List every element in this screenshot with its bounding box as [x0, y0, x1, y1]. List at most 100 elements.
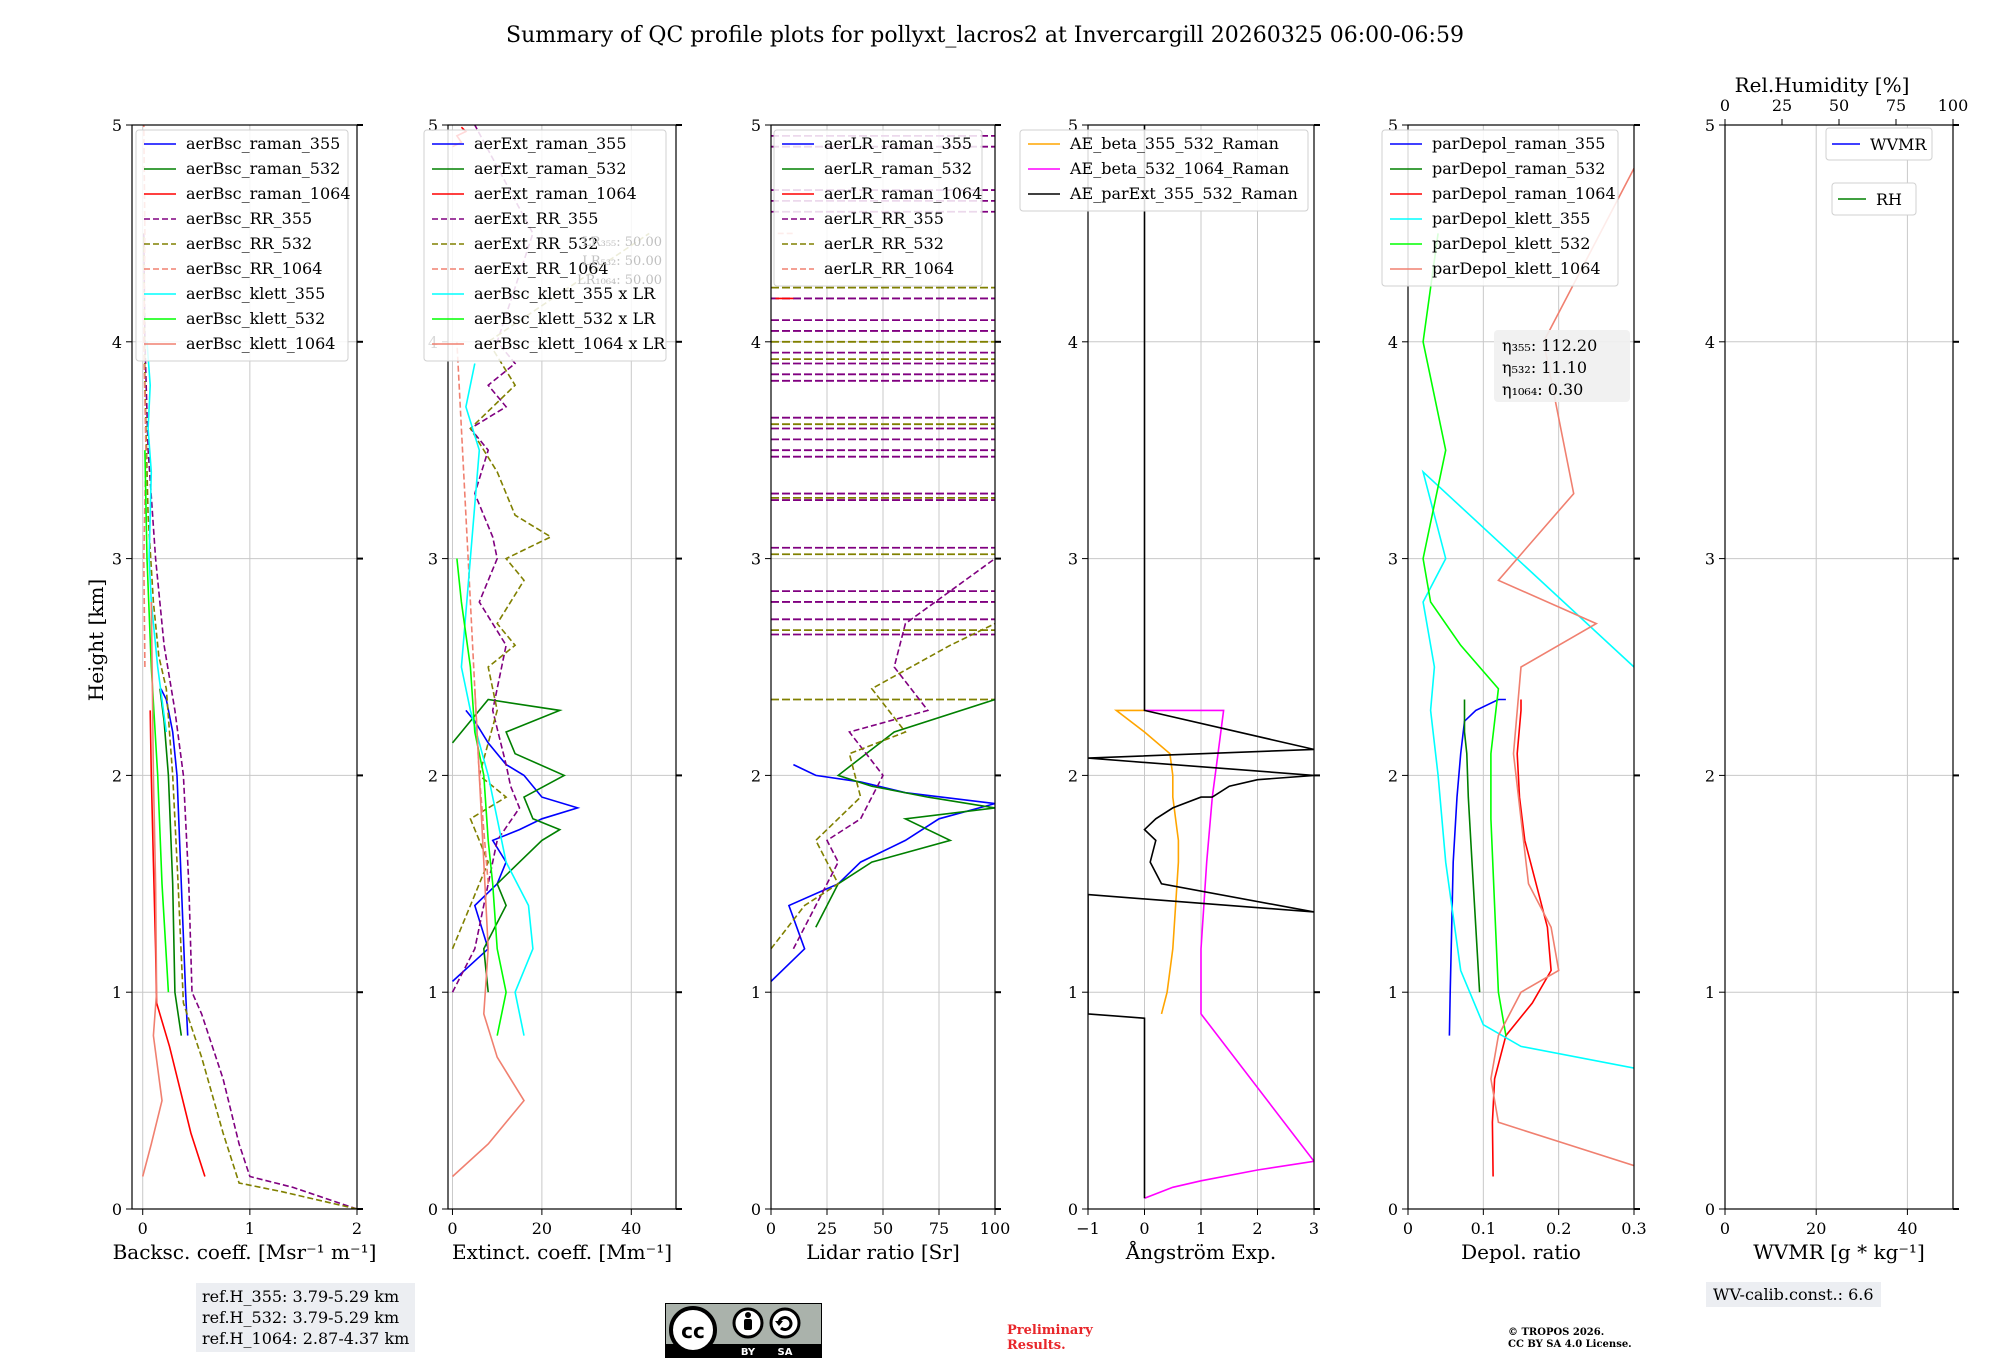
- legend-entry: aerBsc_klett_1064 x LR: [474, 334, 666, 353]
- legend-entry: aerExt_RR_1064: [474, 259, 609, 278]
- copyright-note: © TROPOS 2026. CC BY SA 4.0 License.: [1508, 1327, 1632, 1351]
- series-aerbsc-klett-532: [144, 450, 170, 993]
- x-tick-label: 0: [1403, 1219, 1413, 1238]
- series-aerext-rr-1064: [456, 341, 489, 884]
- y-tick-label: 0: [428, 1200, 438, 1219]
- series-aerext-raman-532: [451, 698, 567, 993]
- axes-frame: [1407, 124, 1635, 1210]
- legend-entry: parDepol_klett_1064: [1432, 259, 1601, 278]
- y-tick-label: 0: [751, 1200, 761, 1219]
- eta-value: η₅₃₂: 11.10: [1502, 358, 1587, 377]
- y-tick-label: 3: [112, 550, 122, 569]
- legend-frame: [773, 129, 983, 287]
- legend-entry: aerBsc_raman_532: [186, 159, 340, 178]
- eta-value: η₁₀₆₄: 0.30: [1502, 380, 1583, 399]
- series-aerbsc-rr-532: [143, 233, 357, 1209]
- y-tick-label: 3: [751, 550, 761, 569]
- series-aerlr-raman-532: [815, 698, 995, 928]
- x-tick-label: 20: [532, 1219, 552, 1238]
- y-tick-label: 1: [751, 983, 761, 1002]
- x-axis-label: Extinct. coeff. [Mm⁻¹]: [452, 1240, 672, 1264]
- legend-entry: aerExt_RR_355: [474, 209, 598, 228]
- series-aerext-raman-355: [451, 709, 581, 982]
- legend-entry: aerBsc_RR_355: [186, 209, 312, 228]
- x-tick-label: 0.1: [1471, 1219, 1496, 1238]
- top-x-tick-label: 50: [1829, 96, 1849, 115]
- x-axis-label: WVMR [g * kg⁻¹]: [1753, 1240, 1925, 1264]
- y-tick-label: 3: [1068, 550, 1078, 569]
- legend-frame: [423, 129, 667, 362]
- y-tick-label: 1: [1068, 983, 1078, 1002]
- y-tick-label: 0: [1068, 1200, 1078, 1219]
- plot-area: [1088, 125, 1314, 1199]
- attribution-icon: [732, 1307, 764, 1339]
- y-tick-label: 0: [1388, 1200, 1398, 1219]
- series-aerlr-rr-532: [771, 622, 995, 950]
- panel-extinction: 02040012345Extinct. coeff. [Mm⁻¹]aerExt_…: [423, 116, 682, 1264]
- y-tick-label: 5: [428, 116, 438, 135]
- x-tick-label: 25: [817, 1219, 837, 1238]
- legend-entry: aerLR_raman_355: [824, 134, 972, 153]
- legend-entry: aerLR_RR_1064: [824, 259, 954, 278]
- x-tick-label: 40: [621, 1219, 641, 1238]
- y-tick-label: 3: [1388, 550, 1398, 569]
- y-tick-label: 0: [1705, 1200, 1715, 1219]
- by-label: BY: [741, 1347, 756, 1358]
- y-tick-label: 1: [1388, 983, 1398, 1002]
- series-pardepol-klett-355: [1421, 469, 1634, 1069]
- lidar-ratio-note: LR₅₃₂: 50.00: [582, 254, 662, 269]
- series-aerbsc-rr-355: [143, 233, 357, 1209]
- legend-entry: aerExt_RR_532: [474, 234, 598, 253]
- x-tick-label: 50: [873, 1219, 893, 1238]
- y-tick-label: 5: [1388, 116, 1398, 135]
- legend-entry: aerBsc_klett_355: [186, 284, 325, 303]
- y-tick-label: 2: [1388, 766, 1398, 785]
- x-axis-label: Backsc. coeff. [Msr⁻¹ m⁻¹]: [113, 1240, 377, 1264]
- legend-entry: aerBsc_raman_1064: [186, 184, 351, 203]
- plot-area: [1421, 168, 1634, 1177]
- preliminary-note: Preliminary Results.: [1007, 1323, 1093, 1353]
- x-tick-label: 0: [138, 1219, 148, 1238]
- series-aerext-rr-355: [451, 125, 534, 993]
- x-axis-label: Lidar ratio [Sr]: [806, 1240, 960, 1264]
- y-tick-label: 3: [428, 550, 438, 569]
- legend-entry: parDepol_raman_1064: [1432, 184, 1616, 203]
- x-tick-label: 0: [766, 1219, 776, 1238]
- lidar-ratio-note: LR₃₅₅: 50.00: [582, 235, 662, 250]
- legend-entry: aerBsc_klett_532: [186, 309, 325, 328]
- axes-frame: [1724, 124, 1954, 1210]
- axes-frame: [447, 124, 677, 1210]
- y-axis-label: Height [km]: [84, 579, 108, 701]
- legend-entry: aerBsc_klett_355 x LR: [474, 284, 656, 303]
- legend-entry: RH: [1876, 190, 1902, 209]
- plot-area: [141, 125, 357, 1209]
- lidar-ratio-note: LR₁₀₆₄: 50.00: [577, 273, 662, 288]
- y-tick-label: 2: [751, 766, 761, 785]
- series-pardepol-klett-532: [1422, 233, 1507, 1036]
- series-aerbsc-klett-355-x-lr: [460, 363, 534, 1036]
- legend-entry: aerExt_raman_355: [474, 134, 627, 153]
- y-tick-label: 0: [112, 1200, 122, 1219]
- series-pardepol-klett-1064: [1490, 168, 1634, 1167]
- copyright-line-1: © TROPOS 2026.: [1508, 1327, 1605, 1338]
- ref-h-1064: ref.H_1064: 2.87-4.37 km: [202, 1329, 410, 1348]
- x-tick-label: 40: [1897, 1219, 1917, 1238]
- y-tick-label: 1: [428, 983, 438, 1002]
- legend-entry: aerExt_raman_1064: [474, 184, 637, 203]
- legend-entry: aerBsc_RR_1064: [186, 259, 322, 278]
- axes-frame: [131, 124, 358, 1210]
- panel-wvmr: 0 20 40 0 1 2 3 4 5 WVMR [g * kg⁻¹] 0 25 50 75 100 WVMR…: [1705, 96, 1968, 1264]
- y-tick-label: 2: [1705, 766, 1715, 785]
- series-aerbsc-klett-532-x-lr: [456, 558, 507, 1036]
- x-tick-label: 0.2: [1546, 1219, 1571, 1238]
- eta-box: [1494, 330, 1630, 402]
- eta-value: η₃₅₅: 112.20: [1502, 336, 1597, 355]
- panel-lidar_ratio: 0 25 50 75 100 0 1 2 3 4 5 Lidar ratio [Sr] aerLR_ra…: [751, 116, 1010, 1264]
- legend-frame: [1831, 182, 1917, 216]
- legend-frame: [1825, 127, 1933, 161]
- x-tick-label: 0: [1139, 1219, 1149, 1238]
- y-tick-label: 4: [112, 333, 122, 352]
- legend-entry: aerExt_raman_532: [474, 159, 627, 178]
